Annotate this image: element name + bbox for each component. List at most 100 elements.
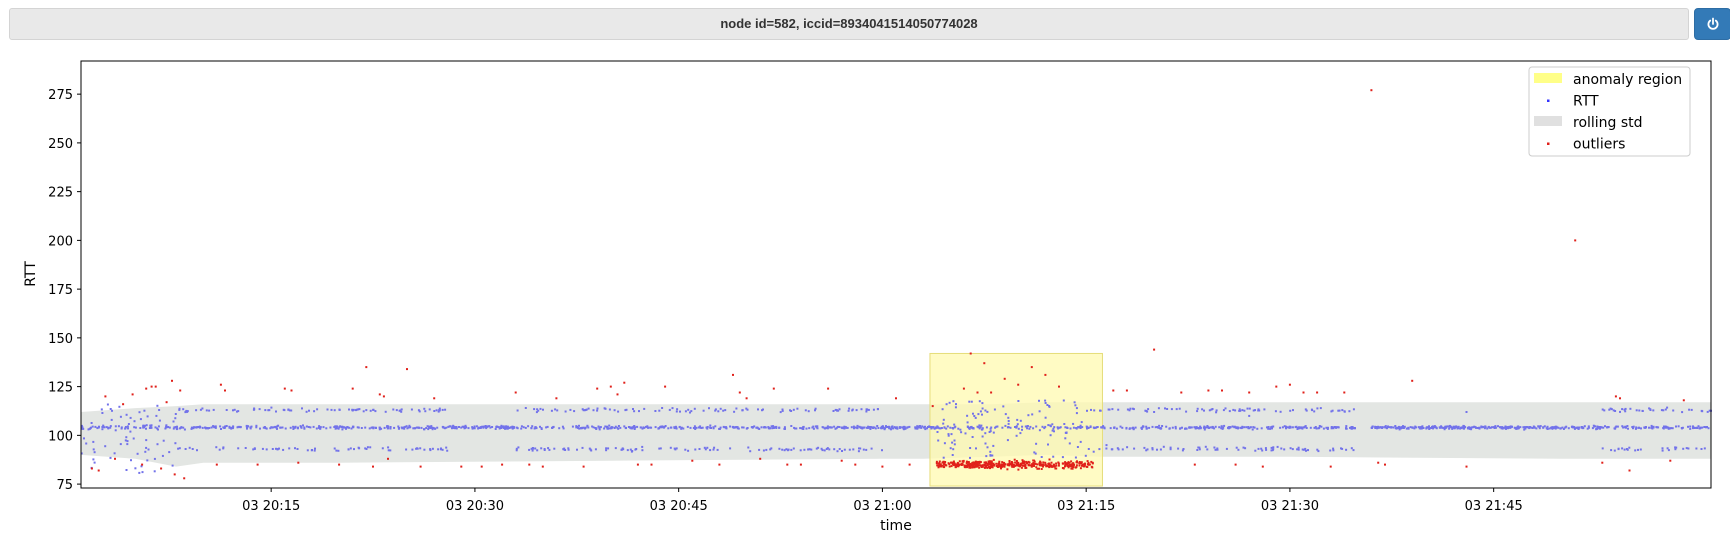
rtt-point (783, 426, 786, 429)
rtt-point (347, 448, 350, 451)
rtt-point (125, 436, 128, 439)
rtt-point (563, 447, 566, 450)
rtt-point (1257, 447, 1260, 450)
rtt-point (337, 427, 340, 430)
rtt-point (1345, 448, 1348, 451)
rtt-point (481, 425, 484, 428)
rtt-point (634, 448, 637, 451)
rtt-point (1035, 442, 1038, 445)
y-axis-label: RTT (23, 261, 39, 287)
rtt-point (346, 426, 349, 429)
rtt-point (695, 426, 698, 429)
outlier-point (1619, 397, 1621, 400)
outlier-point (981, 464, 984, 467)
rtt-point (1140, 426, 1143, 429)
rtt-point (1624, 410, 1627, 413)
rtt-point (153, 457, 156, 460)
rtt-point (1420, 427, 1423, 430)
rtt-point (872, 426, 875, 429)
rtt-point (528, 448, 531, 451)
outlier-point (943, 463, 946, 466)
outlier-point (1081, 463, 1084, 466)
outlier-point (980, 466, 983, 468)
rtt-point (659, 447, 662, 450)
rtt-point (941, 408, 944, 411)
rtt-point (1214, 425, 1217, 428)
outlier-point (1275, 385, 1278, 388)
rtt-point (1159, 448, 1162, 451)
rtt-point (1068, 442, 1071, 445)
rtt-point (701, 426, 704, 429)
rtt-point (1371, 425, 1374, 428)
rtt-point (860, 426, 863, 429)
outlier-point (1050, 464, 1053, 467)
rtt-point (622, 448, 625, 451)
rtt-point (287, 408, 290, 411)
rtt-point (182, 408, 185, 411)
outlier-point (387, 457, 389, 460)
rtt-point (1215, 409, 1218, 412)
rtt-point (1623, 408, 1626, 411)
rtt-point (154, 426, 157, 429)
rtt-point (816, 425, 819, 428)
outlier-point (965, 460, 968, 463)
rtt-point (1707, 427, 1710, 430)
x-tick-label: 03 21:45 (1465, 499, 1523, 514)
rtt-point (1648, 407, 1651, 410)
outlier-point (171, 379, 173, 382)
rtt-point (195, 409, 198, 412)
outlier-point (979, 461, 982, 464)
rtt-point (684, 448, 687, 451)
rtt-point (1270, 446, 1273, 449)
rtt-point (1493, 427, 1496, 429)
rtt-point (340, 425, 343, 428)
outlier-point (1071, 464, 1074, 467)
rtt-point (139, 427, 142, 429)
rtt-point (420, 426, 423, 429)
power-button[interactable] (1694, 8, 1730, 40)
rtt-point (1345, 427, 1347, 430)
rtt-point (325, 427, 328, 430)
outlier-point (1465, 465, 1468, 468)
x-tick-label: 03 20:30 (446, 499, 504, 514)
rtt-point (1428, 428, 1431, 430)
rtt-point (1051, 423, 1054, 426)
rtt-point (1133, 447, 1136, 450)
rtt-point (659, 426, 662, 428)
rtt-point (1077, 426, 1080, 429)
rtt-point (869, 426, 872, 428)
rtt-point (464, 424, 467, 427)
rtt-point (1634, 449, 1637, 452)
rtt-point (1271, 427, 1273, 430)
rtt-point (924, 425, 926, 428)
rtt-point (313, 410, 316, 413)
rtt-point (762, 408, 764, 411)
rtt-point (1249, 426, 1252, 429)
rtt-point (344, 426, 347, 429)
rtt-point (1100, 426, 1103, 429)
rtt-point (222, 426, 225, 429)
rtt-point (703, 446, 706, 449)
rtt-point (1242, 446, 1245, 449)
rtt-point (515, 449, 518, 452)
rtt-point (1692, 426, 1695, 429)
rtt-point (1269, 427, 1272, 430)
rtt-point (1530, 426, 1533, 429)
rtt-point (214, 425, 217, 428)
rtt-point (1628, 446, 1631, 449)
rtt-point (428, 426, 431, 429)
rtt-point (951, 454, 954, 456)
rtt-point (1194, 426, 1197, 429)
rtt-point (1225, 447, 1228, 450)
rtt-point (1403, 425, 1406, 428)
outlier-point (1614, 395, 1617, 398)
rtt-point (531, 449, 534, 452)
rtt-point (1506, 426, 1509, 429)
outlier-point (1064, 465, 1066, 468)
rtt-point (1374, 425, 1377, 428)
rtt-point (302, 424, 304, 427)
rtt-point (1253, 426, 1256, 429)
rtt-point (167, 426, 170, 428)
rtt-point (400, 426, 403, 429)
legend-label: outliers (1573, 137, 1625, 153)
